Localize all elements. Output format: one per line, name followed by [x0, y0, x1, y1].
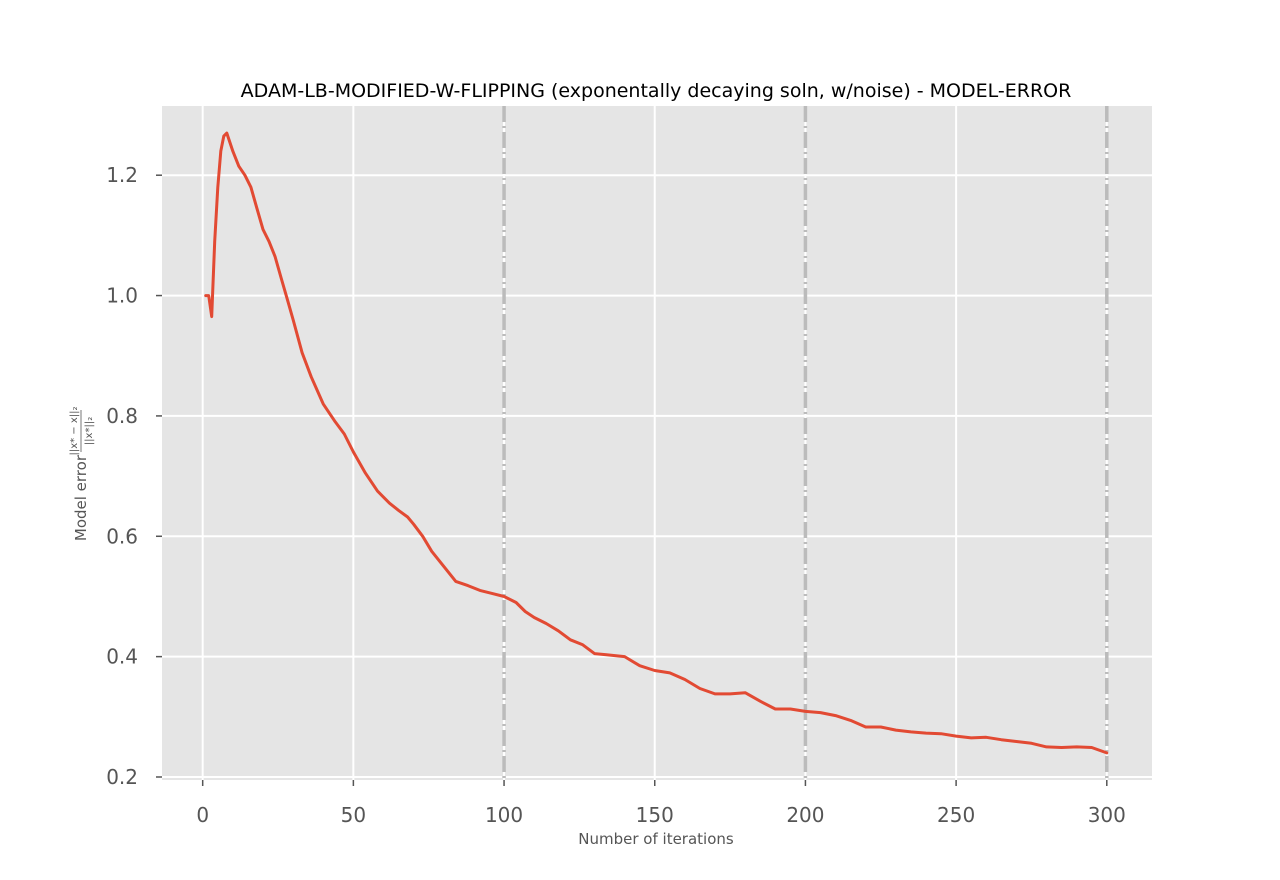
- x-tick-label: 250: [937, 803, 975, 827]
- x-tick-label: 200: [786, 803, 824, 827]
- y-tick-label: 0.8: [106, 404, 138, 428]
- y-axis-label-denominator: ||x*||₂: [84, 417, 95, 445]
- plot-background: [162, 106, 1152, 780]
- y-tick-label: 0.6: [106, 524, 138, 548]
- y-axis-label: Model error ||x* − x||₂ ||x*||₂: [69, 406, 95, 541]
- x-tick-label: 100: [485, 803, 523, 827]
- y-tick-label: 0.4: [106, 645, 138, 669]
- x-axis-label: Number of iterations: [578, 830, 734, 848]
- y-axis-label-numerator: ||x* − x||₂: [69, 406, 80, 455]
- y-tick-label: 0.2: [106, 765, 138, 789]
- x-tick-label: 300: [1088, 803, 1126, 827]
- y-axis-label-text: Model error: [72, 454, 90, 541]
- y-tick-label: 1.0: [106, 284, 138, 308]
- x-tick-label: 50: [341, 803, 366, 827]
- x-tick-label: 150: [636, 803, 674, 827]
- chart-title: ADAM-LB-MODIFIED-W-FLIPPING (exponentall…: [241, 80, 1072, 102]
- y-tick-label: 1.2: [106, 163, 138, 187]
- x-tick-label: 0: [196, 803, 209, 827]
